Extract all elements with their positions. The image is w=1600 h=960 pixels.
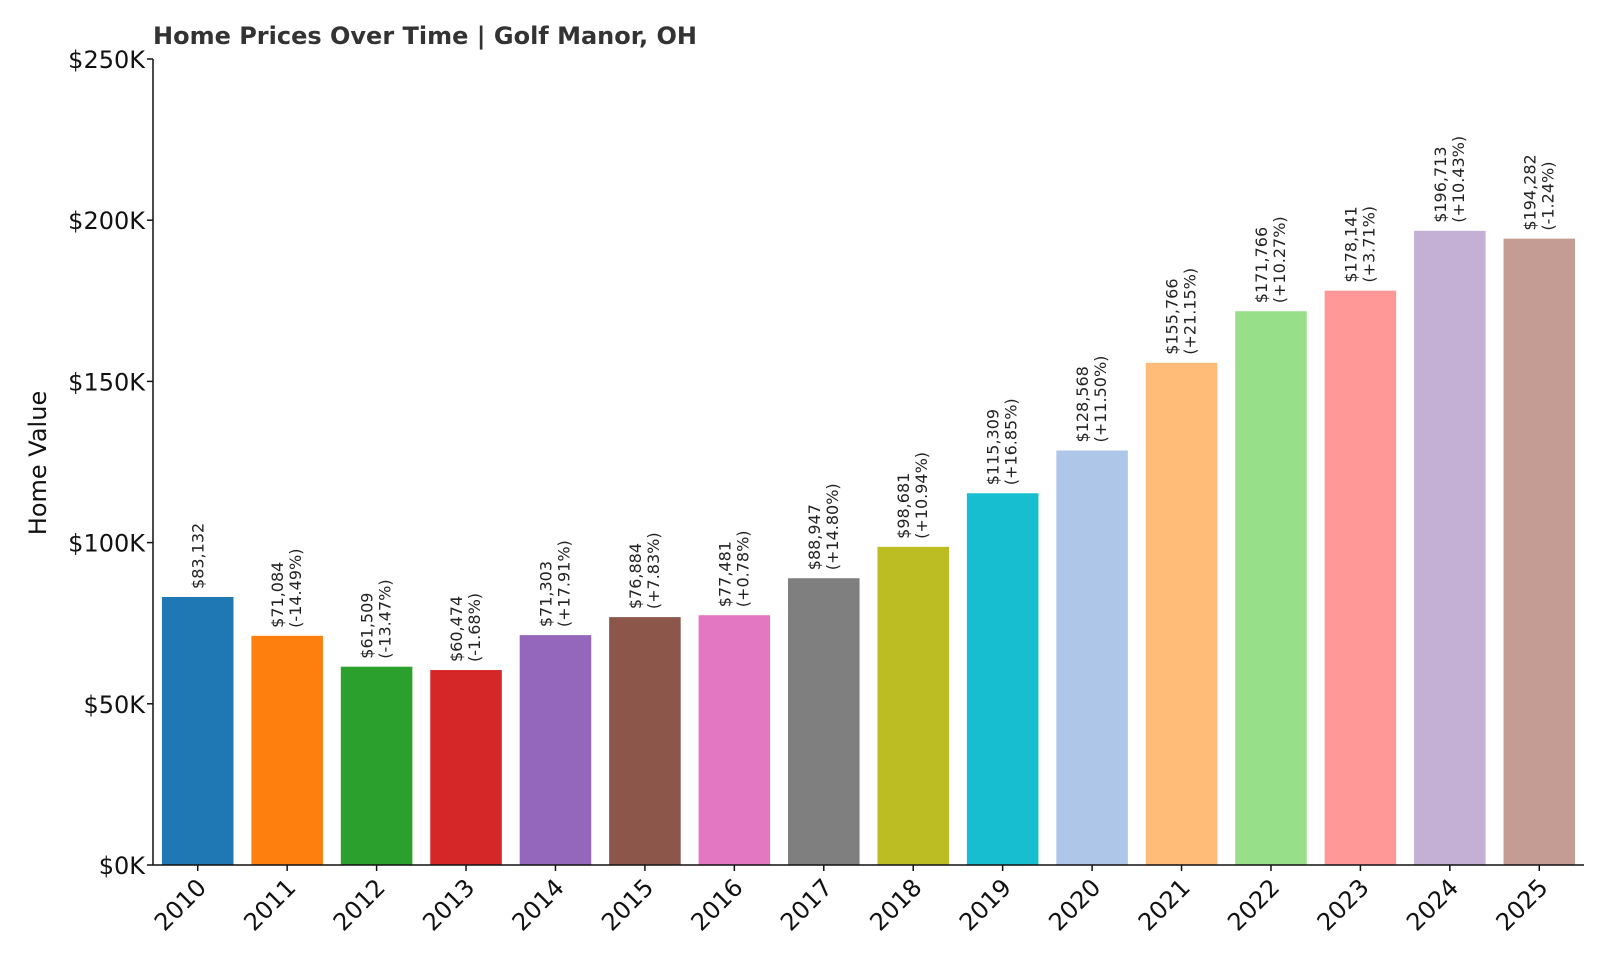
y-tick-label: $100K xyxy=(68,530,146,558)
data-label-2016: $77,481 (+0.78%) xyxy=(715,530,752,607)
change-label: (+7.83%) xyxy=(644,532,663,609)
x-tick-label-2012: 2012 xyxy=(328,873,391,936)
value-label: $88,947 xyxy=(805,504,824,570)
y-axis: $0K $50K $100K $150K $200K $250K xyxy=(68,46,154,880)
change-label: (+10.27%) xyxy=(1270,216,1289,303)
bar-2025 xyxy=(1503,238,1576,865)
bar-2018 xyxy=(877,546,949,865)
value-label: $76,884 xyxy=(626,543,645,609)
x-tick-label-2024: 2024 xyxy=(1401,873,1464,936)
bar-2021 xyxy=(1145,362,1218,865)
value-label: $83,132 xyxy=(189,523,208,589)
data-label-2013: $60,474 (-1.68%) xyxy=(447,593,484,662)
y-tick-label: $50K xyxy=(83,691,146,719)
change-label: (-1.24%) xyxy=(1538,162,1557,231)
data-label-2014: $71,303 (+17.91%) xyxy=(536,540,573,627)
bar-2010 xyxy=(161,596,234,865)
value-label: $71,084 xyxy=(268,562,287,628)
bar-2011 xyxy=(251,635,323,865)
x-tick-label-2019: 2019 xyxy=(954,873,1017,936)
change-label: (+10.94%) xyxy=(912,452,931,539)
change-label: (+14.80%) xyxy=(823,483,842,570)
bar-2022 xyxy=(1235,311,1307,865)
bar-2023 xyxy=(1324,290,1397,865)
x-tick-label-2022: 2022 xyxy=(1222,873,1285,936)
x-axis: 2010 2011 2012 2013 2014 2015 2016 2017 2018 2019… xyxy=(149,864,1584,936)
x-tick-label-2013: 2013 xyxy=(417,873,480,936)
change-label: (+21.15%) xyxy=(1181,268,1200,355)
y-tick-label: $200K xyxy=(68,207,146,235)
data-label-2021: $155,766 (+21.15%) xyxy=(1163,268,1200,355)
bar-2015 xyxy=(609,617,681,865)
bar-2019 xyxy=(966,493,1039,865)
change-label: (+17.91%) xyxy=(554,540,573,627)
bar-2016 xyxy=(698,615,771,865)
bar-2024 xyxy=(1414,230,1486,865)
change-label: (-14.49%) xyxy=(286,549,305,628)
value-label: $61,509 xyxy=(358,593,377,659)
data-label-2024: $196,713 (+10.43%) xyxy=(1431,136,1468,223)
bar-2020 xyxy=(1056,450,1128,865)
y-tick-label: $250K xyxy=(68,46,146,74)
x-tick-label-2016: 2016 xyxy=(686,873,749,936)
x-tick-label-2020: 2020 xyxy=(1043,873,1106,936)
data-label-2025: $194,282 (-1.24%) xyxy=(1520,154,1557,230)
bar-2017 xyxy=(788,578,860,865)
x-tick-label-2023: 2023 xyxy=(1312,873,1375,936)
change-label: (-13.47%) xyxy=(376,579,395,658)
value-label: $98,681 xyxy=(894,473,913,539)
x-tick-label-2010: 2010 xyxy=(149,873,212,936)
value-label: $194,282 xyxy=(1520,154,1539,230)
data-label-2023: $178,141 (+3.71%) xyxy=(1341,206,1378,283)
bar-2013 xyxy=(430,670,502,865)
bar-2014 xyxy=(519,635,592,865)
x-tick-label-2011: 2011 xyxy=(238,873,301,936)
value-label: $71,303 xyxy=(536,561,555,627)
x-tick-label-2017: 2017 xyxy=(775,873,838,936)
value-label: $178,141 xyxy=(1341,206,1360,282)
x-tick-label-2014: 2014 xyxy=(507,873,570,936)
change-label: (-1.68%) xyxy=(465,593,484,662)
y-tick-label: $150K xyxy=(68,368,146,396)
change-label: (+16.85%) xyxy=(1002,398,1021,485)
change-label: (+3.71%) xyxy=(1359,206,1378,283)
change-label: (+0.78%) xyxy=(733,530,752,607)
x-tick-label-2021: 2021 xyxy=(1133,873,1196,936)
value-label: $128,568 xyxy=(1073,366,1092,442)
data-label-2011: $71,084 (-14.49%) xyxy=(268,549,305,628)
value-label: $115,309 xyxy=(984,409,1003,485)
bars-group xyxy=(161,230,1576,865)
value-label: $155,766 xyxy=(1163,278,1182,354)
x-tick-label-2025: 2025 xyxy=(1491,873,1554,936)
data-label-2022: $171,766 (+10.27%) xyxy=(1252,216,1289,303)
x-tick-label-2018: 2018 xyxy=(864,873,927,936)
x-tick-label-2015: 2015 xyxy=(596,873,659,936)
bar-2012 xyxy=(340,666,413,865)
data-label-2010: $83,132 xyxy=(189,523,208,589)
value-label: $171,766 xyxy=(1252,227,1271,303)
y-axis-label: Home Value xyxy=(24,391,52,535)
data-label-2020: $128,568 (+11.50%) xyxy=(1073,356,1110,443)
y-tick-label: $0K xyxy=(99,852,147,880)
data-label-2017: $88,947 (+14.80%) xyxy=(805,483,842,570)
value-label: $196,713 xyxy=(1431,146,1450,222)
data-label-2019: $115,309 (+16.85%) xyxy=(984,398,1021,485)
data-label-2018: $98,681 (+10.94%) xyxy=(894,452,931,539)
change-label: (+10.43%) xyxy=(1449,136,1468,223)
chart-title: Home Prices Over Time | Golf Manor, OH xyxy=(153,22,697,50)
data-label-2012: $61,509 (-13.47%) xyxy=(358,579,395,658)
data-labels-group: $83,132$71,084 (-14.49%) $61,509 (-13.47%) $… xyxy=(189,136,1558,662)
value-label: $77,481 xyxy=(715,541,734,607)
value-label: $60,474 xyxy=(447,596,466,662)
data-label-2015: $76,884 (+7.83%) xyxy=(626,532,663,609)
change-label: (+11.50%) xyxy=(1091,356,1110,443)
